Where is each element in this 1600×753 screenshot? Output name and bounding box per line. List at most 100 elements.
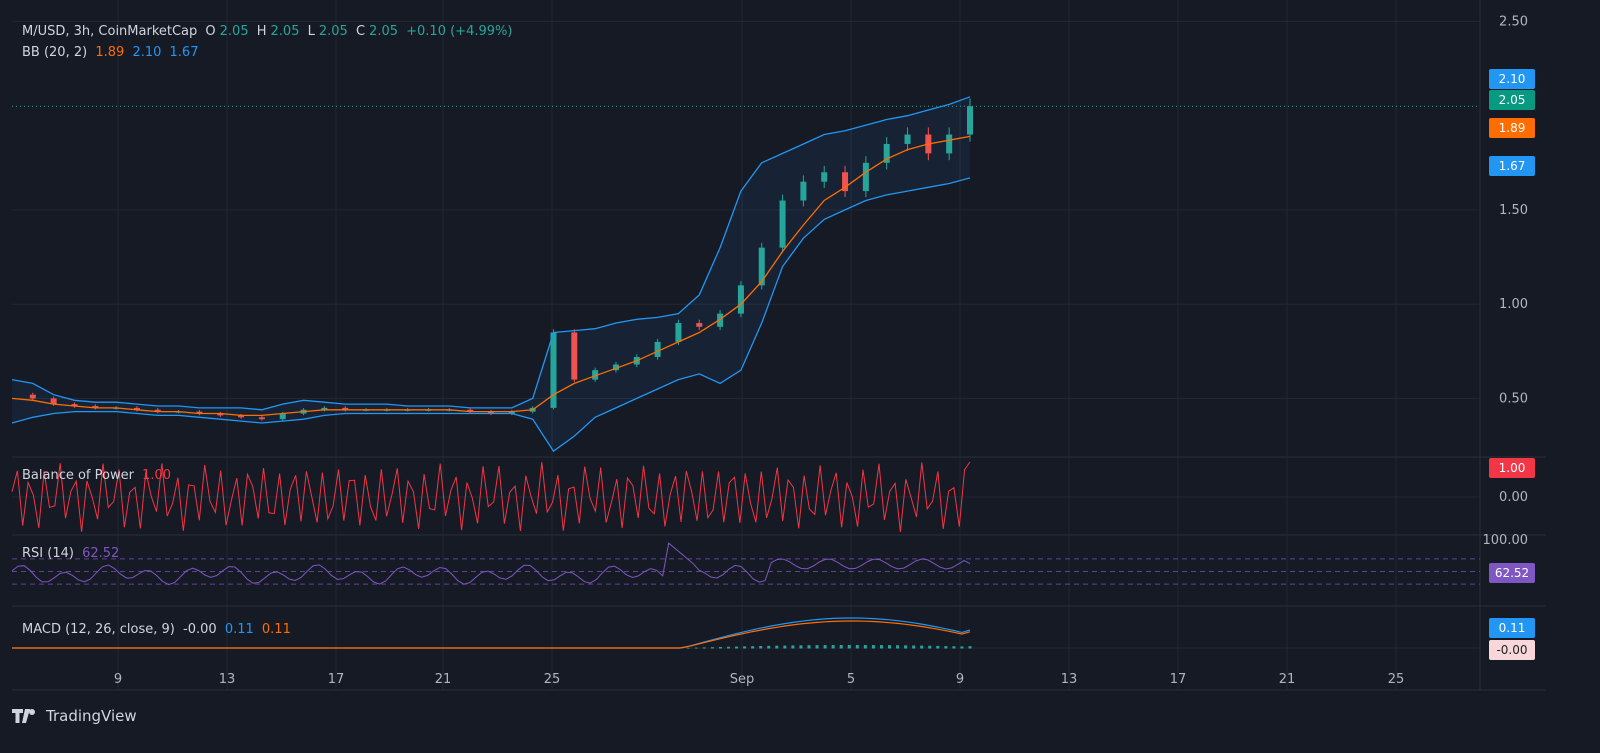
macd-histogram-bar (920, 645, 924, 649)
candle-body (592, 370, 599, 380)
macd-histogram-bar (775, 645, 779, 649)
ohlc-high-label: H (256, 24, 267, 39)
symbol-legend: M/USD, 3h, CoinMarketCap O 2.05 H 2.05 L 2.… (22, 24, 516, 39)
macd-histogram-bar (823, 645, 827, 649)
macd-hist-badge: -0.00 (1489, 640, 1535, 660)
candle-body (279, 413, 286, 420)
macd-histogram-bar (968, 646, 972, 649)
brand-name: TradingView (46, 707, 137, 725)
last-price-badge: 2.05 (1489, 90, 1535, 110)
macd-signal-value: 0.11 (261, 622, 291, 637)
candle-body (654, 341, 661, 357)
candle-body (217, 413, 224, 416)
candle-body (133, 407, 140, 410)
candle-body (946, 134, 953, 154)
macd-histogram-bar (960, 646, 964, 649)
candle-body (696, 323, 703, 327)
macd-histogram-bar (831, 645, 835, 649)
candle-body (342, 407, 349, 410)
macd-histogram-bar (912, 645, 916, 649)
candle-body (154, 409, 161, 412)
macd-line-badge: 0.11 (1489, 618, 1535, 638)
bb-label: BB (20, 2) (22, 45, 88, 60)
bop-legend: Balance of Power 1.00 (22, 468, 175, 483)
macd-histogram-bar (863, 645, 867, 649)
macd-histogram-bar (855, 645, 859, 649)
bb-lower-line (11, 177, 971, 453)
macd-histogram-bar (694, 647, 698, 649)
bop-badge: 1.00 (1489, 458, 1535, 478)
macd-histogram-bar (783, 645, 787, 649)
macd-histogram-bar (936, 645, 940, 649)
candle-body (737, 285, 744, 314)
macd-histogram-bar (952, 646, 956, 649)
macd-histogram-bar (767, 645, 771, 649)
candle-body (467, 409, 474, 412)
bb-legend: BB (20, 2) 1.89 2.10 1.67 (22, 45, 202, 60)
bb-band-fill (12, 96, 970, 452)
time-axis-label: 5 (847, 672, 855, 687)
time-axis-label: 17 (1170, 672, 1187, 687)
macd-histogram-bar (718, 646, 722, 649)
bop-axis-label: 0.00 (1499, 490, 1528, 505)
candle-body (29, 394, 36, 399)
rsi-value: 62.52 (82, 546, 120, 561)
candle-body (821, 172, 828, 182)
candle-body (904, 134, 911, 144)
price-axis-label: 0.50 (1499, 391, 1528, 406)
rsi-label: RSI (14) (22, 546, 74, 561)
candle-body (92, 405, 99, 408)
candle-body (258, 417, 265, 420)
macd-hist-value: -0.00 (183, 622, 217, 637)
candle-body (612, 364, 619, 371)
time-axis-label: 9 (114, 672, 122, 687)
macd-histogram-bar (879, 645, 883, 649)
candle-body (196, 411, 203, 414)
footer-brand[interactable]: TradingView (12, 707, 137, 725)
time-axis-label: 13 (219, 672, 236, 687)
macd-histogram-bar (735, 646, 739, 649)
candle-body (883, 143, 890, 163)
macd-histogram-bar (759, 646, 763, 649)
macd-legend: MACD (12, 26, close, 9) -0.00 0.11 0.11 (22, 622, 295, 637)
macd-histogram-bar (928, 645, 932, 649)
bb-upper-line (11, 96, 971, 411)
macd-histogram-bar (847, 645, 851, 649)
candle-body (758, 247, 765, 286)
candle-body (967, 106, 973, 135)
candle-body (508, 411, 515, 414)
candle-body (321, 407, 328, 410)
ohlc-low-label: L (307, 24, 315, 39)
time-axis-label: 21 (1279, 672, 1296, 687)
macd-histogram-bar (710, 647, 714, 649)
tradingview-logo-icon (12, 709, 40, 723)
ohlc-open: 2.05 (219, 24, 249, 39)
bop-line (11, 461, 971, 532)
time-axis-label: 13 (1061, 672, 1078, 687)
price-axis-label: 1.00 (1499, 297, 1528, 312)
bb-mid-badge: 1.89 (1489, 118, 1535, 138)
ohlc-change: +0.10 (+4.99%) (406, 24, 513, 39)
macd-histogram-bar (896, 645, 900, 649)
ohlc-close: 2.05 (369, 24, 398, 39)
bb-basis-line (11, 135, 971, 417)
symbol-title: M/USD, 3h, CoinMarketCap (22, 24, 198, 39)
macd-label: MACD (12, 26, close, 9) (22, 622, 175, 637)
macd-histogram-bar (904, 645, 908, 649)
macd-histogram-bar (726, 646, 730, 649)
time-axis-label: 21 (435, 672, 452, 687)
candle-body (717, 313, 724, 327)
price-axis-label: 1.50 (1499, 203, 1528, 218)
macd-histogram-bar (791, 645, 795, 649)
candle-body (488, 411, 494, 414)
macd-histogram-bar (815, 645, 819, 649)
candle-body (675, 323, 682, 342)
macd-histogram-bar (839, 645, 843, 649)
ohlc-high: 2.05 (270, 24, 300, 39)
price-axis-label: 2.50 (1499, 14, 1528, 29)
bb-lower-badge: 1.67 (1489, 156, 1535, 176)
candle-body (50, 398, 57, 405)
rsi-legend: RSI (14) 62.52 (22, 546, 123, 561)
